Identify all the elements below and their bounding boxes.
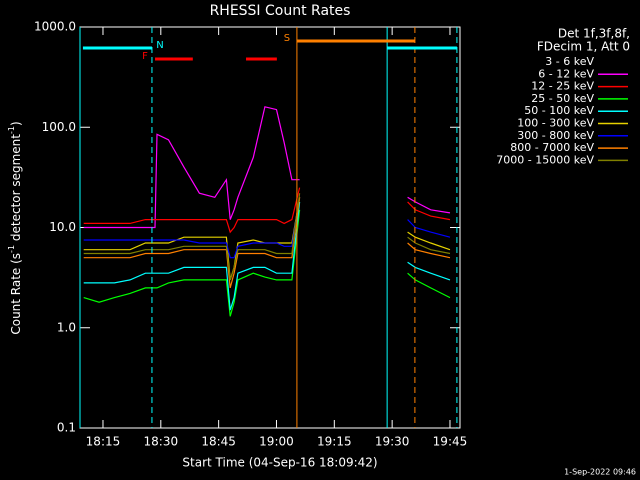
x-tick-label: 18:15 <box>86 435 121 449</box>
y-tick-label: 10.0 <box>49 220 76 234</box>
y-tick-label: 1.0 <box>57 320 76 334</box>
y-axis-label: Count Rate (s-1 detector segment-1) <box>7 121 23 334</box>
interval-label: F <box>142 51 148 62</box>
series-line <box>83 106 451 229</box>
series-line <box>83 193 451 281</box>
legend-label: 6 - 12 keV <box>538 67 594 80</box>
chart-title: RHESSI Count Rates <box>210 3 351 19</box>
x-tick-label: 19:15 <box>317 435 352 449</box>
y-tick-label: 100.0 <box>42 120 76 134</box>
y-label-part: detector segment <box>9 134 23 245</box>
y-tick-label: 0.1 <box>57 421 76 435</box>
y-label-sup: -1 <box>7 126 16 134</box>
legend-label: 50 - 100 keV <box>524 104 594 117</box>
series-line <box>83 197 451 259</box>
series-line <box>83 201 451 311</box>
legend-label: 3 - 6 keV <box>545 55 594 68</box>
x-tick-label: 19:00 <box>259 435 294 449</box>
interval-label: N <box>156 40 163 51</box>
y-label-part: ) <box>9 121 23 126</box>
y-tick-label: 1000.0 <box>34 20 76 34</box>
x-tick-label: 19:30 <box>375 435 410 449</box>
series-line <box>83 209 451 317</box>
series-line <box>83 111 450 210</box>
legend-label: 25 - 50 keV <box>531 92 594 105</box>
series-line <box>83 187 451 234</box>
legend-label: 100 - 300 keV <box>517 117 594 130</box>
y-label-sup: -1 <box>7 245 16 253</box>
legend-header: Det 1f,3f,8f, <box>558 27 630 41</box>
x-axis-label: Start Time (04-Sep-16 18:09:42) <box>182 456 377 470</box>
x-tick-label: 18:45 <box>201 435 236 449</box>
legend-label: 7000 - 15000 keV <box>496 153 594 166</box>
series-line <box>83 197 451 289</box>
legend-header: FDecim 1, Att 0 <box>537 40 630 54</box>
legend-label: 12 - 25 keV <box>531 80 594 93</box>
interval-label: S <box>284 33 290 44</box>
y-label-part: Count Rate (s <box>9 253 23 335</box>
legend-label: 300 - 800 keV <box>517 129 594 142</box>
legend-label: 800 - 7000 keV <box>510 141 594 154</box>
x-tick-label: 18:30 <box>144 435 179 449</box>
footer: 1-Sep-2022 09:46 <box>564 468 636 477</box>
x-tick-label: 19:45 <box>433 435 468 449</box>
